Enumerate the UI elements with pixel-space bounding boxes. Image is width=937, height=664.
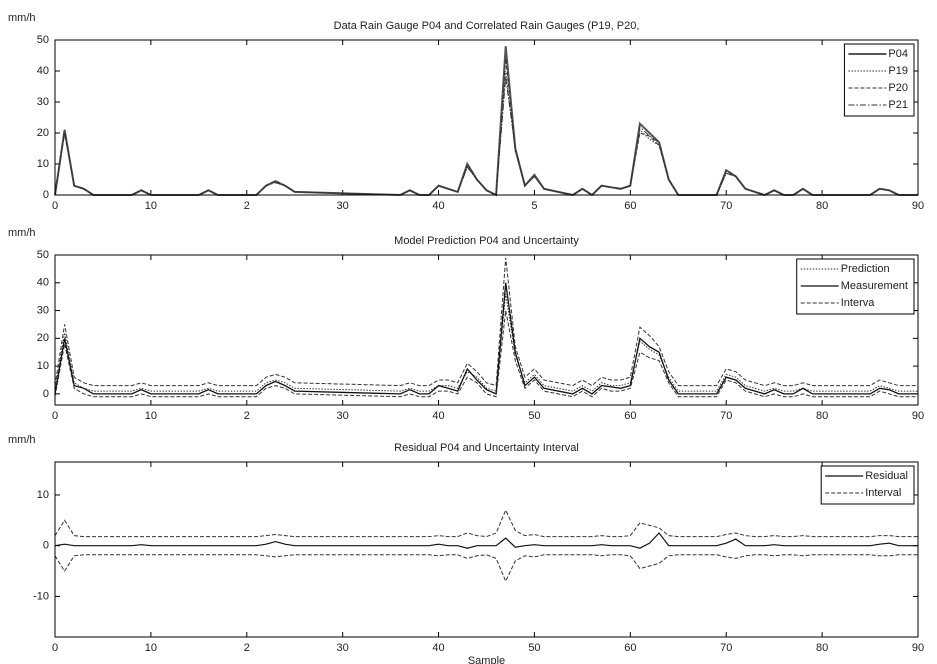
- y-tick-label: 20: [37, 127, 49, 139]
- x-tick-label: 70: [720, 200, 732, 212]
- x-tick-label: 40: [432, 200, 444, 212]
- chart-title: Residual P04 and Uncertainty Interval: [394, 442, 579, 454]
- series-line: [54, 293, 918, 392]
- series-line: [54, 554, 918, 583]
- x-tick-label: 50: [528, 410, 540, 422]
- x-tick-label: 30: [337, 200, 349, 212]
- plot-area: [54, 257, 918, 398]
- y-tick-label: -10: [33, 590, 49, 602]
- y-axis-label: mm/h: [8, 12, 36, 24]
- series-line: [54, 77, 918, 196]
- x-tick-label: 90: [912, 200, 924, 212]
- x-tick-label: 0: [52, 410, 58, 422]
- y-tick-label: 40: [37, 65, 49, 77]
- x-tick-label: 2: [244, 642, 250, 654]
- y-tick-label: 10: [37, 489, 49, 501]
- legend-label: P04: [888, 48, 908, 60]
- series-line: [54, 508, 918, 538]
- x-tick-label: 2: [244, 200, 250, 212]
- chart-title: Data Rain Gauge P04 and Correlated Rain …: [334, 20, 640, 32]
- x-tick-label: 60: [624, 642, 636, 654]
- x-tick-label: 60: [624, 410, 636, 422]
- legend-label: Residual: [865, 470, 908, 482]
- x-tick-label: 2: [244, 410, 250, 422]
- legend-label: Prediction: [841, 263, 890, 275]
- y-tick-label: 50: [37, 249, 49, 261]
- x-tick-label: 80: [816, 410, 828, 422]
- x-tick-label: 30: [337, 642, 349, 654]
- series-line: [54, 310, 918, 398]
- x-tick-label: 5: [531, 200, 537, 212]
- legend-label: P21: [888, 99, 908, 111]
- legend-label: P20: [888, 82, 908, 94]
- x-tick-label: 80: [816, 642, 828, 654]
- y-axis-label: mm/h: [8, 227, 36, 239]
- legend-box: [820, 465, 915, 505]
- legend-label: Measurement: [841, 280, 908, 292]
- legend-box: [843, 43, 915, 117]
- axes-frame: [54, 254, 919, 406]
- y-tick-label: 0: [43, 540, 49, 552]
- y-tick-label: 40: [37, 277, 49, 289]
- x-tick-label: 10: [145, 410, 157, 422]
- legend-label: P19: [888, 65, 908, 77]
- y-tick-label: 10: [37, 360, 49, 372]
- legend-label: Interval: [865, 487, 901, 499]
- axes-frame: [54, 461, 919, 638]
- legend: Residual Interval: [820, 465, 915, 505]
- x-tick-label: 60: [624, 200, 636, 212]
- x-tick-label: 50: [528, 642, 540, 654]
- series-line: [54, 70, 918, 196]
- series-line: [54, 282, 918, 395]
- y-axis-label: mm/h: [8, 434, 36, 446]
- x-tick-label: 30: [337, 410, 349, 422]
- plot-area: [54, 508, 918, 583]
- x-tick-label: 70: [720, 642, 732, 654]
- x-tick-label: 70: [720, 410, 732, 422]
- y-tick-label: 0: [43, 189, 49, 201]
- plot-area: [54, 46, 918, 197]
- x-tick-label: 10: [145, 200, 157, 212]
- legend: P04 P19 P20 P21: [843, 43, 915, 117]
- y-tick-label: 20: [37, 332, 49, 344]
- series-line: [54, 257, 918, 387]
- legend: Prediction Measurement Interva: [796, 258, 915, 315]
- x-tick-label: 90: [912, 410, 924, 422]
- axes-frame: [54, 39, 919, 196]
- x-axis-label: Sample: [468, 655, 505, 664]
- y-tick-label: 30: [37, 96, 49, 108]
- series-line: [54, 46, 918, 197]
- y-tick-label: 50: [37, 34, 49, 46]
- x-tick-label: 80: [816, 200, 828, 212]
- series-line: [54, 532, 918, 549]
- x-tick-label: 10: [145, 642, 157, 654]
- y-tick-label: 0: [43, 388, 49, 400]
- y-tick-label: 10: [37, 158, 49, 170]
- y-tick-label: 30: [37, 304, 49, 316]
- series-line: [54, 58, 918, 196]
- chart-title: Model Prediction P04 and Uncertainty: [394, 235, 579, 247]
- x-tick-label: 40: [432, 642, 444, 654]
- x-tick-label: 0: [52, 200, 58, 212]
- x-tick-label: 90: [912, 642, 924, 654]
- x-tick-label: 0: [52, 642, 58, 654]
- x-tick-label: 40: [432, 410, 444, 422]
- legend-label: Interva: [841, 297, 876, 309]
